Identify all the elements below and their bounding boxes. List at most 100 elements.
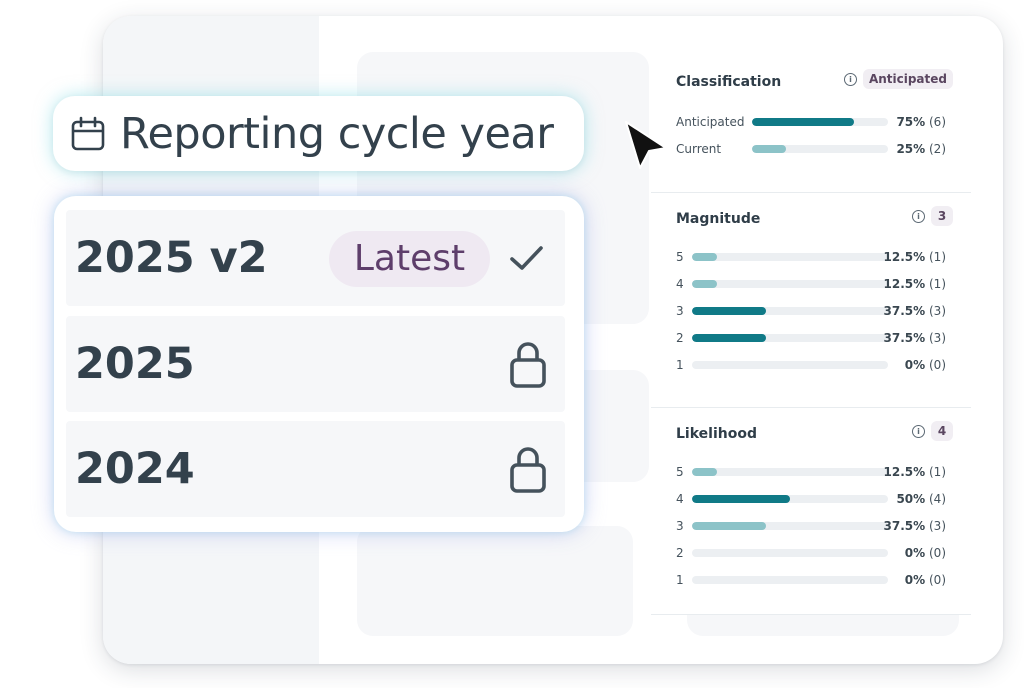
row-label: 2 <box>676 331 684 345</box>
row-value: 37.5% (3) <box>884 518 946 534</box>
row-count: (3) <box>929 304 946 318</box>
likelihood-row: 4 50% (4) <box>676 491 971 507</box>
row-count: (4) <box>929 492 946 506</box>
magnitude-row: 5 12.5% (1) <box>676 249 971 265</box>
progress-fill <box>752 145 786 153</box>
option-label: 2025 v2 <box>75 233 268 283</box>
row-value: 0% (0) <box>905 545 946 561</box>
row-count: (3) <box>929 331 946 345</box>
row-value: 50% (4) <box>896 491 946 507</box>
row-label: 4 <box>676 277 684 291</box>
background-panel <box>357 526 633 636</box>
info-icon[interactable]: i <box>843 72 857 86</box>
row-percent: 50% <box>896 492 926 506</box>
progress-track <box>752 118 888 126</box>
reporting-cycle-dropdown: 2025 v2 Latest 2025 2024 <box>54 196 584 532</box>
row-count: (0) <box>929 358 946 372</box>
latest-badge: Latest <box>329 231 490 287</box>
row-label: 1 <box>676 573 684 587</box>
section-title: Magnitude <box>676 211 761 227</box>
magnitude-section: Magnitude i 3 5 12.5% (1) 4 12.5% (1) 3 37.5%… <box>651 193 971 408</box>
row-value: 0% (0) <box>905 572 946 588</box>
progress-fill <box>692 280 717 288</box>
progress-fill <box>692 334 766 342</box>
progress-track <box>692 495 888 503</box>
row-count: (2) <box>929 142 946 156</box>
row-percent: 25% <box>896 142 926 156</box>
row-label: Current <box>676 142 722 156</box>
row-value: 37.5% (3) <box>884 330 946 346</box>
row-value: 12.5% (1) <box>884 464 946 480</box>
likelihood-section: Likelihood i 4 5 12.5% (1) 4 50% (4) 3 37.5% … <box>651 408 971 615</box>
row-label: 2 <box>676 546 684 560</box>
row-value: 37.5% (3) <box>884 303 946 319</box>
option-2025[interactable]: 2025 <box>66 316 565 412</box>
likelihood-row: 5 12.5% (1) <box>676 464 971 480</box>
row-percent: 12.5% <box>883 465 926 479</box>
lock-icon <box>510 342 546 388</box>
progress-track <box>692 334 888 342</box>
progress-fill <box>692 253 717 261</box>
progress-track <box>692 468 888 476</box>
progress-track <box>692 280 888 288</box>
row-label: 5 <box>676 250 684 264</box>
section-title: Classification <box>676 74 782 90</box>
likelihood-row: 1 0% (0) <box>676 572 971 588</box>
calendar-icon <box>71 116 105 151</box>
row-percent: 37.5% <box>883 304 926 318</box>
progress-track <box>692 576 888 584</box>
classification-badge: Anticipated <box>862 69 953 89</box>
progress-fill <box>752 118 854 126</box>
progress-track <box>692 307 888 315</box>
likelihood-row: 2 0% (0) <box>676 545 971 561</box>
row-percent: 12.5% <box>883 277 926 291</box>
option-label: 2025 <box>75 339 195 389</box>
row-label: 4 <box>676 492 684 506</box>
row-value: 12.5% (1) <box>884 276 946 292</box>
row-percent: 12.5% <box>883 250 926 264</box>
row-count: (1) <box>929 250 946 264</box>
option-2025-v2[interactable]: 2025 v2 Latest <box>66 210 565 306</box>
row-value: 75% (6) <box>896 114 946 130</box>
reporting-cycle-year-header[interactable]: Reporting cycle year <box>53 96 584 171</box>
magnitude-badge: 3 <box>931 206 953 226</box>
progress-fill <box>692 522 766 530</box>
row-label: 1 <box>676 358 684 372</box>
row-label: Anticipated <box>676 115 745 129</box>
stats-panel: Classification i Anticipated Anticipated… <box>651 56 971 615</box>
classification-row: Anticipated 75% (6) <box>676 114 971 130</box>
row-value: 12.5% (1) <box>884 249 946 265</box>
row-percent: 0% <box>904 358 926 372</box>
magnitude-row: 3 37.5% (3) <box>676 303 971 319</box>
row-count: (0) <box>929 573 946 587</box>
section-title: Likelihood <box>676 426 757 442</box>
progress-fill <box>692 468 717 476</box>
option-label: 2024 <box>75 444 195 494</box>
option-2024[interactable]: 2024 <box>66 421 565 517</box>
row-count: (1) <box>929 277 946 291</box>
info-icon[interactable]: i <box>912 424 925 438</box>
row-percent: 37.5% <box>883 331 926 345</box>
row-value: 25% (2) <box>896 141 946 157</box>
row-percent: 0% <box>904 546 926 560</box>
row-label: 3 <box>676 304 684 318</box>
likelihood-badge: 4 <box>931 421 953 441</box>
magnitude-row: 2 37.5% (3) <box>676 330 971 346</box>
progress-track <box>692 549 888 557</box>
classification-row: Current 25% (2) <box>676 141 971 157</box>
row-value: 0% (0) <box>905 357 946 373</box>
info-icon[interactable]: i <box>912 209 925 223</box>
classification-section: Classification i Anticipated Anticipated… <box>651 56 971 193</box>
row-label: 3 <box>676 519 684 533</box>
magnitude-row: 1 0% (0) <box>676 357 971 373</box>
row-label: 5 <box>676 465 684 479</box>
row-count: (6) <box>929 115 946 129</box>
page-title: Reporting cycle year <box>120 109 554 159</box>
row-count: (1) <box>929 465 946 479</box>
mouse-pointer-icon <box>625 121 667 169</box>
check-icon <box>510 246 543 270</box>
progress-fill <box>692 307 766 315</box>
progress-track <box>692 253 888 261</box>
likelihood-row: 3 37.5% (3) <box>676 518 971 534</box>
row-count: (3) <box>929 519 946 533</box>
